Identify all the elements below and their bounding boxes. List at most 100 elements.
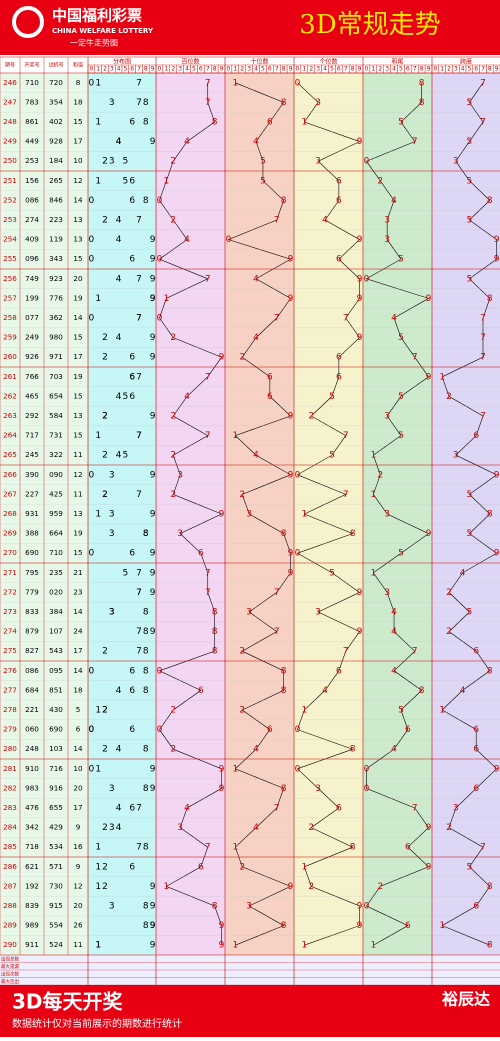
trend-digit: 5: [467, 862, 473, 872]
row-cell: 322: [49, 450, 63, 459]
row-cell: 077: [25, 313, 39, 322]
digit-header: 4: [185, 66, 189, 73]
distribution-digit: 8: [143, 118, 149, 128]
row-cell: 425: [49, 489, 63, 498]
distribution-digit: 7: [136, 431, 142, 441]
row-cell: 273: [3, 607, 17, 616]
trend-digit: 3: [315, 157, 321, 167]
row-cell: 119: [49, 235, 63, 244]
distribution-digit: 5: [123, 392, 129, 402]
row-cell: 795: [25, 568, 39, 577]
digit-header: 3: [454, 66, 458, 73]
row-cell: 783: [25, 97, 39, 106]
trend-digit: 4: [184, 137, 190, 147]
digit-header: 8: [488, 66, 492, 73]
distribution-digit: 0: [89, 764, 95, 774]
trend-digit: 4: [253, 274, 259, 284]
digit-header: 0: [227, 66, 231, 73]
digit-header: 2: [447, 66, 451, 73]
digit-header: 7: [137, 66, 141, 73]
digit-header: 9: [220, 66, 224, 73]
trend-digit: 5: [467, 608, 473, 618]
digit-header: 3: [178, 66, 182, 73]
trend-line: [296, 82, 361, 946]
row-cell: 281: [3, 764, 17, 773]
trend-digit: 7: [412, 647, 418, 657]
trend-digit: 8: [350, 843, 356, 853]
row-cell: 15: [73, 548, 82, 557]
row-cell: 280: [3, 744, 17, 753]
digit-header: 1: [164, 66, 168, 73]
distribution-digit: 7: [136, 588, 142, 598]
row-cell: 554: [49, 921, 63, 930]
trend-line: [158, 82, 223, 946]
row-cell: 19: [73, 372, 83, 381]
row-cell: 766: [25, 372, 39, 381]
trend-digit: 5: [398, 549, 404, 559]
digit-header: 7: [275, 66, 279, 73]
trend-digit: 8: [281, 529, 287, 539]
distribution-digit: 8: [143, 686, 149, 696]
trend-digit: 9: [357, 902, 363, 912]
stats-label: 出现总数: [1, 955, 19, 962]
trend-digit: 2: [308, 882, 314, 892]
distribution-digit: 2: [102, 333, 108, 343]
trend-digit: 7: [205, 372, 211, 382]
trend-digit: 5: [398, 255, 404, 265]
distribution-digit: 8: [143, 529, 149, 539]
distribution-digit: 9: [150, 470, 156, 480]
digit-header: 0: [365, 66, 369, 73]
trend-digit: 0: [364, 764, 370, 774]
trend-digit: 1: [439, 372, 445, 382]
logo-icon: [12, 6, 44, 38]
row-cell: 250: [3, 156, 17, 165]
row-cell: 13: [73, 235, 82, 244]
trend-digit: 8: [487, 294, 493, 304]
trend-digit: 6: [473, 784, 479, 794]
row-cell: 354: [49, 97, 63, 106]
distribution-digit: 2: [102, 882, 108, 892]
trend-digit: 3: [384, 235, 390, 245]
row-cell: 718: [25, 842, 39, 851]
row-cell: 989: [25, 921, 39, 930]
trend-digit: 8: [487, 666, 493, 676]
distribution-digit: 9: [150, 255, 156, 265]
trend-digit: 1: [301, 862, 307, 872]
trend-digit: 8: [281, 196, 287, 206]
distribution-digit: 1: [95, 764, 101, 774]
trend-digit: 7: [343, 647, 349, 657]
trend-digit: 1: [232, 764, 238, 774]
distribution-digit: 6: [129, 118, 135, 128]
distribution-digit: 2: [102, 647, 108, 657]
row-cell: 684: [25, 685, 39, 694]
distribution-digit: 9: [150, 941, 156, 951]
distribution-digit: 8: [143, 921, 149, 931]
row-cell: 21: [73, 568, 82, 577]
row-cell: 390: [25, 470, 39, 479]
footer-title: 3D每天开奖: [12, 990, 124, 1014]
distribution-digit: 7: [136, 647, 142, 657]
logo-en: CHINA WELFARE LOTTERY: [52, 27, 154, 35]
row-cell: 283: [3, 803, 17, 812]
row-cell: 090: [49, 470, 63, 479]
trend-digit: 2: [446, 588, 452, 598]
distribution-digit: 1: [95, 176, 101, 186]
stats-label: 最大连出: [1, 978, 19, 985]
distribution-digit: 8: [143, 666, 149, 676]
digit-header: 6: [199, 66, 203, 73]
row-cell: 15: [73, 117, 82, 126]
trend-digit: 8: [281, 686, 287, 696]
trend-digit: 9: [288, 412, 294, 422]
trend-digit: 1: [163, 882, 169, 892]
trend-digit: 4: [184, 804, 190, 814]
distribution-digit: 9: [150, 137, 156, 147]
trend-digit: 3: [384, 588, 390, 598]
trend-digit: 3: [177, 529, 183, 539]
distribution-digit: 8: [143, 529, 149, 539]
distribution-digit: 3: [109, 902, 115, 912]
footer-brand: 裕辰达: [441, 990, 490, 1009]
trend-digit: 4: [391, 608, 397, 618]
distribution-digit: 7: [136, 568, 142, 578]
distribution-digit: 7: [136, 314, 142, 324]
trend-digit: 2: [170, 451, 176, 461]
